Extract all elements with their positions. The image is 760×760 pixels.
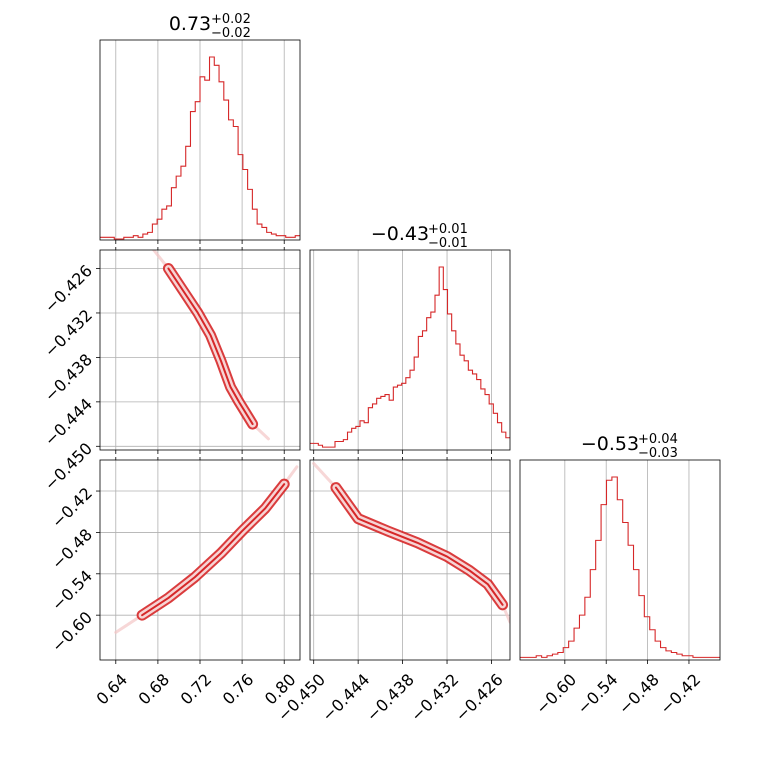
- x-tick-label: −0.432: [407, 670, 462, 725]
- title-median: −0.43: [371, 223, 429, 245]
- x-tick-label: 0.72: [177, 670, 216, 709]
- contour-inner: [167, 267, 254, 426]
- param-title-2: −0.53: [581, 433, 639, 455]
- contour-inner: [141, 483, 286, 617]
- x-tick-label: 0.76: [219, 670, 258, 709]
- param-title-0: 0.73: [169, 13, 211, 35]
- title-minus: −0.02: [211, 26, 251, 41]
- title-plus: +0.02: [211, 12, 251, 27]
- title-plus: +0.04: [638, 432, 678, 447]
- y-tick-label: −0.444: [41, 394, 96, 449]
- y-tick-label: −0.60: [48, 608, 96, 656]
- density-0: [152, 250, 270, 441]
- y-tick-label: −0.438: [41, 350, 96, 405]
- histogram-panel-1: [309, 249, 511, 454]
- y-tick-label: −0.432: [41, 306, 96, 361]
- histogram-panel-2: [519, 459, 721, 664]
- y-tick-label: −0.54: [48, 566, 96, 614]
- x-tick-label: −0.42: [656, 670, 704, 718]
- x-tick-label: −0.426: [451, 670, 506, 725]
- density-2: [312, 461, 510, 624]
- title-plus: +0.01: [428, 222, 468, 237]
- scatter-panel-2: [309, 457, 511, 664]
- contour-inner: [334, 486, 504, 606]
- panel-frame: [519, 459, 721, 661]
- panel-frame: [309, 249, 511, 451]
- scatter-panel-0: [96, 247, 301, 454]
- y-tick-label: −0.426: [41, 261, 96, 316]
- x-tick-label: −0.60: [532, 670, 580, 718]
- title-minus: −0.01: [428, 236, 468, 251]
- panel-frame: [309, 459, 511, 661]
- x-tick-label: −0.48: [615, 670, 663, 718]
- density-tail: [114, 465, 299, 634]
- scatter-panel-1: [96, 457, 301, 664]
- histogram-panel-0: [99, 39, 301, 244]
- histogram-step-1: [310, 266, 510, 448]
- title-minus: −0.03: [638, 446, 678, 461]
- x-tick-label: −0.438: [363, 670, 418, 725]
- param-title-1: −0.43: [371, 223, 429, 245]
- title-median: −0.53: [581, 433, 639, 455]
- density-1: [114, 465, 299, 634]
- y-tick-label: −0.450: [41, 439, 96, 494]
- x-tick-label: 0.68: [135, 670, 174, 709]
- contour-outer: [136, 478, 290, 621]
- histogram-step-0: [100, 56, 300, 240]
- contour-fill: [332, 484, 507, 609]
- x-tick-label: −0.444: [318, 670, 373, 725]
- histogram-step-2: [520, 476, 720, 658]
- y-tick-label: −0.48: [48, 525, 96, 573]
- title-median: 0.73: [169, 13, 211, 35]
- x-tick-label: −0.54: [573, 670, 621, 718]
- x-tick-label: 0.64: [92, 670, 131, 709]
